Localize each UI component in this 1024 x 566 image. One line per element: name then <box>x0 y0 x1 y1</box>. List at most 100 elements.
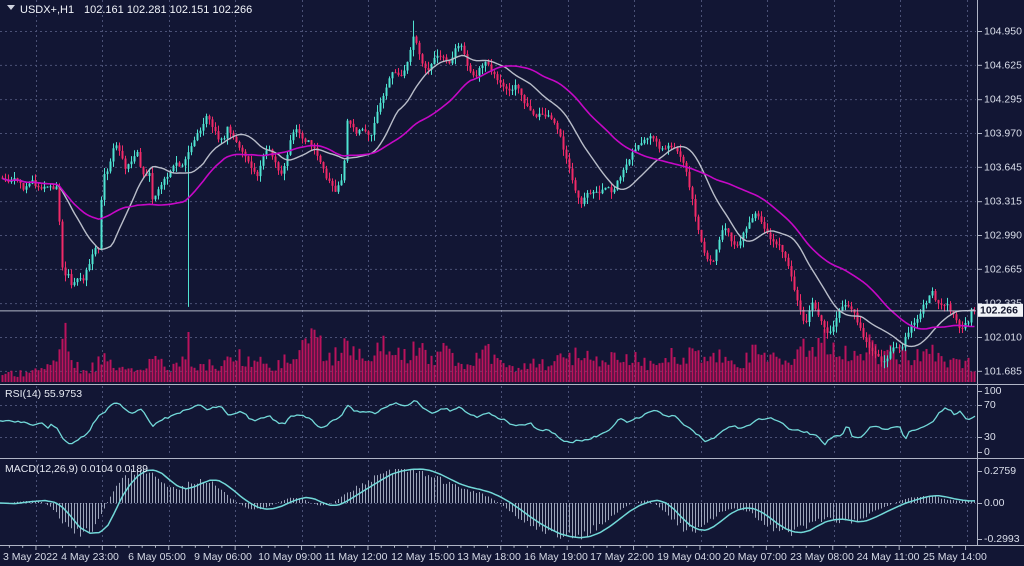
candle-body <box>784 252 787 258</box>
candle-body <box>295 129 298 133</box>
volume-bar <box>319 335 322 382</box>
candle-body <box>829 331 832 333</box>
price-tick-label: 103.970 <box>984 128 1022 140</box>
candle-body <box>541 113 544 115</box>
candle-body <box>352 123 355 128</box>
volume-bar <box>271 370 274 382</box>
volume-bar <box>400 359 403 382</box>
volume-bar <box>910 365 913 382</box>
volume-bar <box>799 346 802 382</box>
rsi-line <box>0 400 976 446</box>
volume-bar <box>898 364 901 382</box>
volume-bar <box>961 368 964 382</box>
candle-body <box>571 168 574 181</box>
volume-bar <box>829 354 832 382</box>
candle-body <box>82 278 85 281</box>
candle-body <box>670 145 673 148</box>
volume-bar <box>520 369 523 382</box>
candle-body <box>598 191 601 194</box>
volume-bar <box>931 344 934 382</box>
volume-bar <box>229 357 232 382</box>
candle-body <box>508 88 511 91</box>
candle-body <box>535 114 538 117</box>
candle-body <box>871 347 874 352</box>
candle-body <box>760 216 763 222</box>
volume-bar <box>754 344 757 382</box>
candle-body <box>835 317 838 327</box>
candle-body <box>211 119 214 127</box>
volume-bar <box>958 359 961 382</box>
price-tick-label: 104.625 <box>984 59 1022 71</box>
volume-bar <box>685 363 688 382</box>
volume-bar <box>43 369 46 382</box>
candle-body <box>733 241 736 245</box>
volume-bar <box>133 371 136 382</box>
rsi-level-label: 0 <box>984 446 990 458</box>
candle-body <box>910 324 913 333</box>
candle-body <box>664 148 667 150</box>
volume-bar <box>376 342 379 382</box>
candle-body <box>112 148 115 162</box>
volume-bar <box>37 370 40 382</box>
volume-bar <box>841 359 844 382</box>
volume-bar <box>688 347 691 382</box>
volume-bar <box>256 361 259 382</box>
volume-bar <box>367 360 370 382</box>
volume-bar <box>955 359 958 382</box>
volume-bar <box>478 358 481 382</box>
volume-bar <box>646 370 649 382</box>
candle-body <box>382 95 385 103</box>
candle-body <box>889 351 892 359</box>
volume-bar <box>604 362 607 382</box>
candle-body <box>649 136 652 139</box>
candle-body <box>943 304 946 306</box>
volume-bar <box>550 365 553 382</box>
candle-body <box>538 113 541 117</box>
candle-body <box>373 122 376 135</box>
candle-body <box>763 221 766 229</box>
volume-bar <box>475 352 478 382</box>
candle-body <box>793 276 796 290</box>
candle-body <box>691 187 694 200</box>
volume-bar <box>523 363 526 382</box>
candle-body <box>607 187 610 189</box>
candle-body <box>181 165 184 167</box>
candle-body <box>526 103 529 107</box>
time-axis[interactable]: 3 May 2022 4 May 23:00 6 May 05:00 9 May 06… <box>3 545 987 564</box>
volume-bar <box>712 352 715 382</box>
volume-bar <box>784 360 787 382</box>
volume-bar <box>46 364 49 382</box>
volume-bar <box>79 373 82 382</box>
candle-body <box>391 72 394 79</box>
candle-body <box>241 147 244 152</box>
candle-body <box>847 304 850 307</box>
volume-bar <box>643 357 646 382</box>
candle-body <box>502 82 505 87</box>
time-tick-label: 6 May 05:00 <box>128 551 186 563</box>
symbol-dropdown-icon[interactable] <box>7 5 15 10</box>
pane-separators <box>0 0 1024 546</box>
volume-bar <box>241 365 244 382</box>
volume-bar <box>697 350 700 382</box>
time-tick-label: 10 May 09:00 <box>258 551 322 563</box>
candle-body <box>193 140 196 147</box>
candle-body <box>451 57 454 64</box>
candle-body <box>178 162 181 167</box>
candle-body <box>25 186 28 190</box>
volume-bar <box>751 344 754 382</box>
volume-bar <box>1 375 4 382</box>
candle-body <box>940 303 943 305</box>
price-axis[interactable]: 104.950 104.625 104.295 103.970 103.645 103.3… <box>977 26 1023 546</box>
volume-bar <box>55 361 58 382</box>
candle-body <box>1 177 4 179</box>
candle-body <box>454 48 457 58</box>
volume-bar <box>82 370 85 382</box>
candle-body <box>385 87 388 96</box>
candle-body <box>886 358 889 362</box>
candle-body <box>652 136 655 139</box>
volume-bar <box>691 348 694 382</box>
volume-bar <box>703 356 706 382</box>
volume-bar <box>544 370 547 382</box>
volume-bar <box>163 366 166 382</box>
